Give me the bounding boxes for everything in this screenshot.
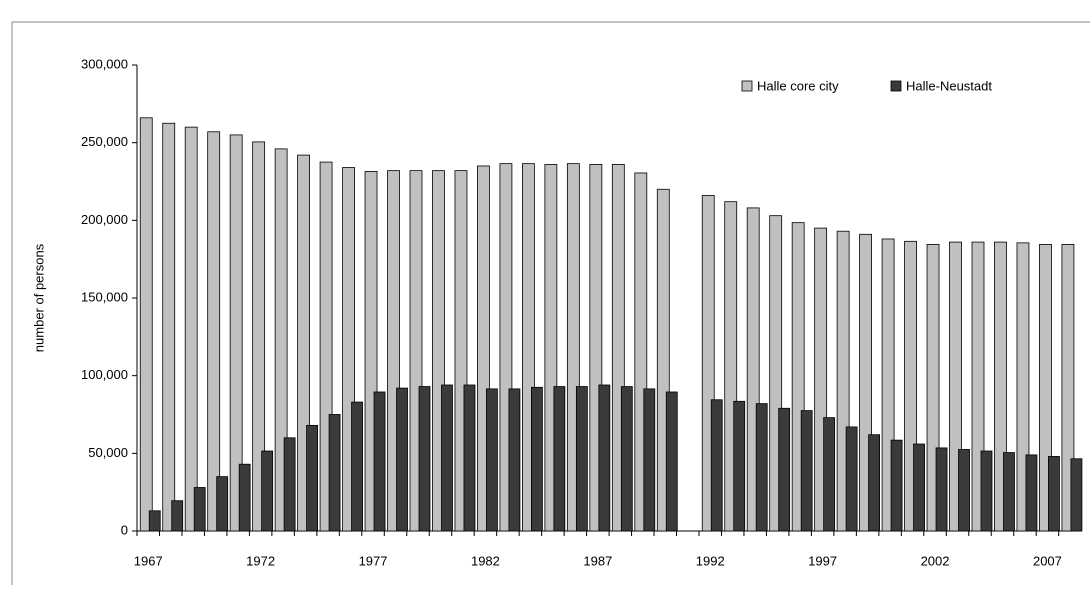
- bar: [755, 403, 768, 532]
- bar: [162, 122, 176, 532]
- bar: [184, 126, 198, 532]
- y-tick-label: 50,000: [88, 445, 128, 460]
- bar: [238, 463, 251, 532]
- bar: [229, 134, 243, 532]
- bar: [148, 510, 161, 532]
- bar: [508, 388, 521, 532]
- bar: [1025, 454, 1038, 532]
- chart-frame: [11, 21, 1090, 590]
- y-tick-label: 150,000: [81, 289, 128, 304]
- bar: [396, 387, 408, 532]
- bar: [1048, 456, 1060, 532]
- bar: [575, 386, 588, 532]
- bar: [261, 450, 274, 532]
- bar: [351, 401, 363, 532]
- x-tick-label: 1997: [808, 553, 837, 568]
- bar: [274, 148, 288, 532]
- bar: [463, 384, 476, 532]
- x-tick-label: 1982: [471, 553, 500, 568]
- y-tick-label: 0: [121, 522, 128, 537]
- y-tick-label: 250,000: [81, 134, 128, 149]
- bar: [252, 141, 266, 532]
- bar: [207, 131, 221, 532]
- bar: [620, 386, 633, 532]
- y-tick-label: 200,000: [81, 212, 128, 227]
- bar: [441, 384, 453, 532]
- bar: [733, 400, 746, 532]
- bar: [531, 386, 543, 532]
- bar: [306, 424, 319, 532]
- bar: [710, 399, 723, 532]
- bar: [958, 449, 970, 532]
- bar: [913, 443, 925, 532]
- bar: [283, 437, 296, 532]
- x-tick-label: 2007: [1033, 553, 1062, 568]
- legend-label: Halle core city: [757, 78, 839, 93]
- legend-swatch: [890, 80, 902, 92]
- y-tick-label: 300,000: [81, 56, 128, 71]
- x-tick-label: 1992: [696, 553, 725, 568]
- bar: [598, 384, 611, 532]
- bar: [1003, 452, 1015, 532]
- bar: [845, 426, 858, 532]
- bar: [1070, 458, 1083, 532]
- x-tick-label: 1987: [583, 553, 612, 568]
- bar: [935, 447, 948, 532]
- bar: [643, 388, 656, 532]
- bar: [139, 117, 153, 532]
- y-tick-label: 100,000: [81, 367, 128, 382]
- x-tick-label: 1972: [246, 553, 275, 568]
- bar: [980, 450, 993, 532]
- legend-label: Halle-Neustadt: [906, 78, 992, 93]
- bar: [665, 391, 678, 532]
- bar: [868, 434, 880, 532]
- x-tick-label: 1977: [359, 553, 388, 568]
- bar: [823, 417, 836, 532]
- bar: [171, 500, 184, 532]
- x-tick-label: 2002: [921, 553, 950, 568]
- y-axis-label: number of persons: [31, 243, 46, 352]
- bar: [486, 388, 498, 532]
- bar: [216, 476, 229, 532]
- x-tick-label: 1967: [134, 553, 163, 568]
- bar: [373, 391, 386, 532]
- bar: [553, 386, 566, 532]
- bar: [328, 414, 341, 532]
- bar: [193, 487, 206, 532]
- legend-swatch: [741, 80, 753, 92]
- bar: [418, 386, 431, 532]
- bar: [800, 410, 813, 532]
- bar: [778, 407, 791, 532]
- bar: [890, 439, 903, 532]
